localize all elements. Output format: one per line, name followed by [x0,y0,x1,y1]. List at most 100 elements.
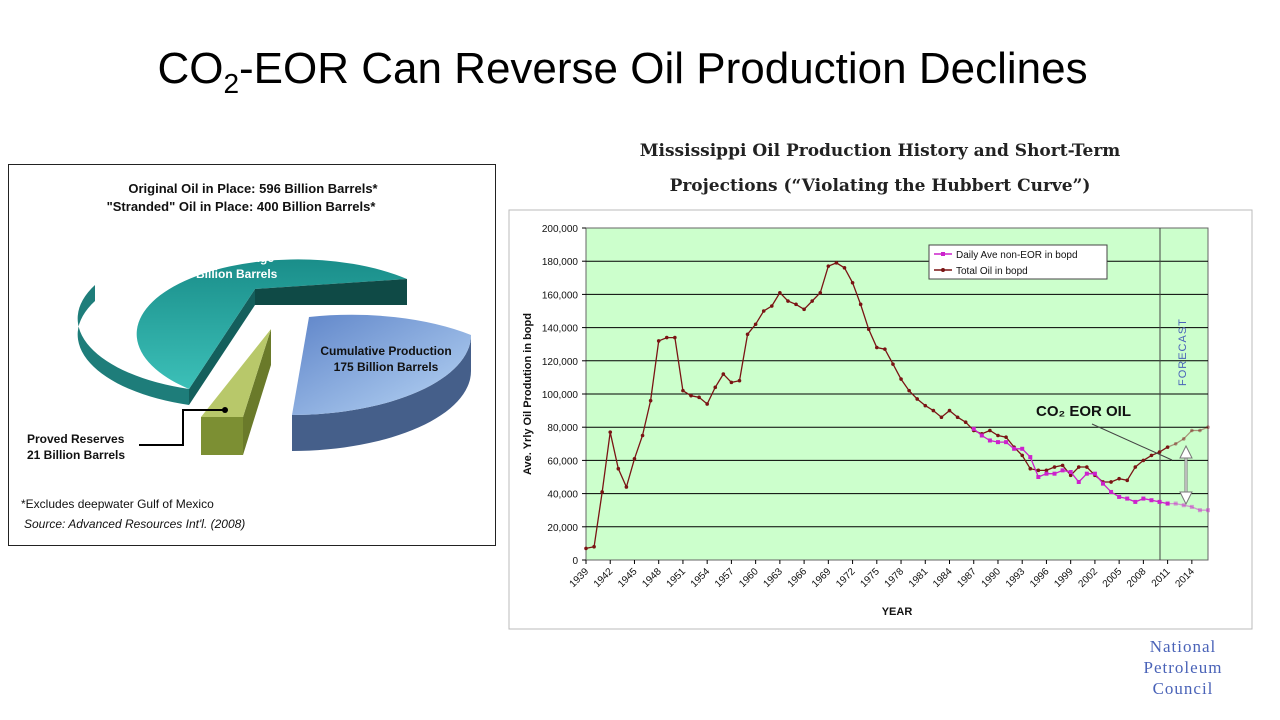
total-oil-point [802,307,806,312]
total-oil-point [705,402,709,406]
total-oil-point [1125,478,1130,483]
non-eor-point [1012,446,1017,451]
non-eor-point [1036,475,1041,479]
pie-slice-proved-side [201,417,243,455]
total-oil-point [681,388,685,393]
non-eor-point [1020,446,1025,451]
legend-total-oil: Total Oil in bopd [956,266,1028,277]
co2-annotation-pointer [1091,423,1173,461]
total-oil-point [753,322,758,327]
total-oil-point [632,456,637,461]
series-lines [584,261,1210,551]
org-line3: Council [1152,679,1214,698]
pie-header-line1: Original Oil in Place: 596 Billion Barre… [128,181,378,196]
pie-slice-future-challenge [136,259,407,389]
total-oil-point [1085,465,1089,469]
org-line2: Petroleum [1143,658,1223,677]
total-oil-point [689,393,693,398]
y-tick-label: 120,000 [542,357,579,368]
total-oil-point [1133,465,1138,469]
non-eor-point [971,426,976,431]
pie-slice-future-challenge-side [77,285,189,405]
total-oil-point [834,261,839,265]
total-oil-point [600,490,604,494]
co2-range-arrow [1179,444,1193,506]
slide-title: CO2-EOR Can Reverse Oil Production Decli… [157,44,1088,99]
total-oil-point [673,335,677,340]
total-oil-point [1109,480,1113,484]
total-oil-point [608,430,613,434]
proved-leader-line [139,409,225,446]
y-tick-label: 200,000 [542,224,579,235]
total-oil-point [1165,445,1170,449]
total-oil-point [1076,465,1081,469]
non-eor-point [1117,494,1122,499]
line-chart-title-line1: Mississippi Oil Production History and S… [639,141,1121,161]
total-oil-point [648,398,653,403]
total-oil-point [963,420,968,425]
total-oil-point [1198,428,1202,433]
total-oil-point [858,302,863,307]
org-line1: National [1149,637,1217,656]
pie-slice-future-challenge-inner [189,289,255,405]
pie-footnote: *Excludes deepwater Gulf of Mexico [21,497,214,511]
total-oil-point [931,408,936,413]
total-oil-point [1004,435,1008,439]
y-tick-label: 0 [572,556,578,567]
y-tick-label: 180,000 [542,257,579,268]
forecast-label: FORECAST [1177,318,1189,386]
total-oil-point [624,485,629,489]
y-tick-label: 160,000 [542,290,579,301]
non-eor-point [1052,471,1057,476]
y-tick-label: 20,000 [547,523,578,534]
non-eor-point [987,438,992,443]
total-oil-point [1028,466,1033,471]
total-oil-point [664,335,669,340]
total-oil-point [584,546,588,551]
non-eor-point [1044,471,1049,476]
pie-slice-cumulative [292,314,471,415]
total-oil-point [850,280,855,285]
non-eor-point [1060,468,1065,473]
y-tick-label: 40,000 [547,490,578,501]
non-eor-point [1165,501,1170,506]
total-oil-point [745,332,750,337]
y-tick-label: 140,000 [542,324,579,335]
co2-eor-annotation: CO₂ EOR OIL [1036,403,1131,420]
non-eor-point [1100,481,1105,486]
y-tick-label: 100,000 [542,390,579,401]
total-oil-point [1190,428,1194,433]
slice-label-cumulative: Cumulative Production [320,344,451,358]
legend: Daily Ave non-EOR in bopd Total Oil in b… [928,244,1108,280]
total-oil-point [713,385,718,390]
total-oil-point [761,309,766,313]
total-oil-point [794,302,798,307]
non-eor-point [979,433,984,438]
y-axis-label: Ave. Yrly Oil Prodution in bopd [522,313,534,475]
total-oil-point [996,433,1000,438]
total-oil-point [640,433,645,438]
slice-label-proved: Proved Reserves [27,432,125,446]
total-oil-point [988,428,992,433]
non-eor-point [1197,508,1202,513]
total-oil-point [842,266,847,270]
pie-header-line2: "Stranded" Oil in Place: 400 Billion Bar… [107,199,377,214]
pie-slice-cumulative-side [292,335,471,451]
x-axis-label: YEAR [882,606,913,618]
total-oil-point [592,544,596,549]
total-oil-point [656,339,661,343]
total-oil-point [721,372,726,376]
total-oil-point [786,299,790,303]
non-eor-point [1141,496,1146,501]
pie-slice-proved-front [243,329,271,455]
total-oil-point [939,415,944,420]
total-oil-point [778,290,782,295]
pie-source: Source: Advanced Resources Int'l. (2008) [24,517,245,531]
non-eor-point [1004,440,1009,445]
non-eor-point [1109,489,1114,494]
total-oil-point [1068,473,1073,478]
total-oil-point [947,408,952,413]
total-oil-point [769,304,774,308]
slice-label-future-challenge: Future Challenge [176,251,274,265]
non-eor-point [1181,503,1186,508]
